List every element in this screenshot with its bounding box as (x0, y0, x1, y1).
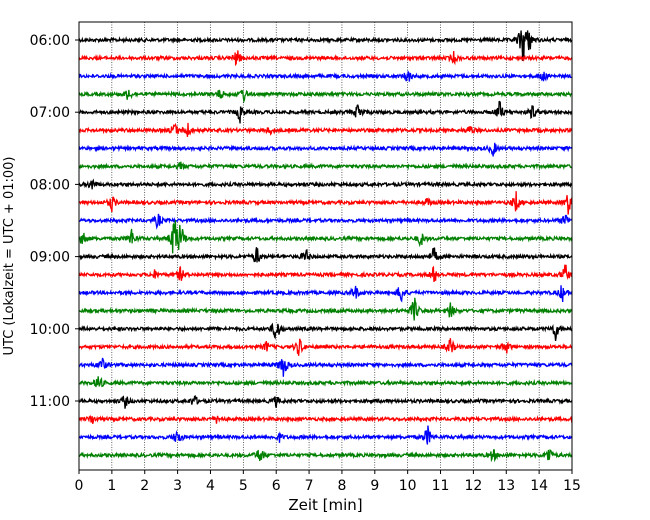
trace-0645 (78, 89, 573, 104)
trace-1145 (78, 449, 573, 463)
grid-lines (111, 22, 540, 470)
x-tick-label: 11 (432, 478, 450, 494)
x-tick-label: 4 (206, 478, 215, 494)
trace-1030 (78, 357, 573, 377)
trace-1130 (78, 425, 573, 445)
x-tick-label: 10 (399, 478, 417, 494)
y-axis-ticks: 06:00 07:00 08:00 09:00 10:00 11:00 (30, 33, 79, 410)
x-tick-label: 1 (107, 478, 116, 494)
x-tick-label: 6 (272, 478, 281, 494)
y-tick-label: 09:00 (30, 250, 70, 266)
x-tick-label: 3 (173, 478, 182, 494)
x-tick-label: 7 (305, 478, 314, 494)
trace-0730 (78, 142, 573, 157)
trace-0830 (78, 213, 573, 230)
trace-1000 (78, 322, 573, 341)
x-tick-label: 5 (239, 478, 248, 494)
x-tick-label: 13 (497, 478, 515, 494)
x-tick-label: 12 (464, 478, 482, 494)
x-tick-label: 15 (563, 478, 581, 494)
trace-0845 (78, 220, 573, 254)
trace-0900 (78, 247, 573, 263)
trace-0800 (78, 178, 573, 190)
y-tick-label: 07:00 (30, 105, 70, 121)
trace-0600 (78, 30, 573, 61)
y-tick-label: 11:00 (30, 394, 70, 410)
x-tick-label: 0 (75, 478, 84, 494)
x-axis-label: Zeit [min] (288, 496, 362, 514)
trace-0715 (78, 122, 573, 138)
y-tick-label: 08:00 (30, 177, 70, 193)
trace-1045 (78, 376, 573, 388)
trace-1115 (78, 414, 573, 424)
y-tick-label: 10:00 (30, 322, 70, 338)
trace-1015 (78, 338, 573, 356)
y-axis-label: UTC (Lokalzeit = UTC + 01:00) (2, 157, 17, 356)
trace-0915 (78, 264, 573, 283)
trace-0745 (78, 161, 573, 171)
y-tick-label: 06:00 (30, 33, 70, 49)
trace-1100 (78, 395, 573, 409)
trace-0945 (78, 297, 573, 321)
x-tick-label: 8 (337, 478, 346, 494)
trace-0615 (78, 50, 573, 67)
trace-0700 (78, 100, 573, 124)
trace-0930 (78, 285, 573, 303)
trace-0630 (78, 70, 573, 82)
x-tick-label: 9 (370, 478, 379, 494)
x-tick-label: 14 (530, 478, 548, 494)
x-tick-label: 2 (140, 478, 149, 494)
trace-0815 (78, 191, 573, 215)
plot-frame (78, 21, 573, 471)
x-axis-ticks: 0 1 2 3 4 5 6 7 8 9 10 11 12 13 14 15 (75, 470, 581, 494)
seismic-traces (78, 30, 573, 463)
